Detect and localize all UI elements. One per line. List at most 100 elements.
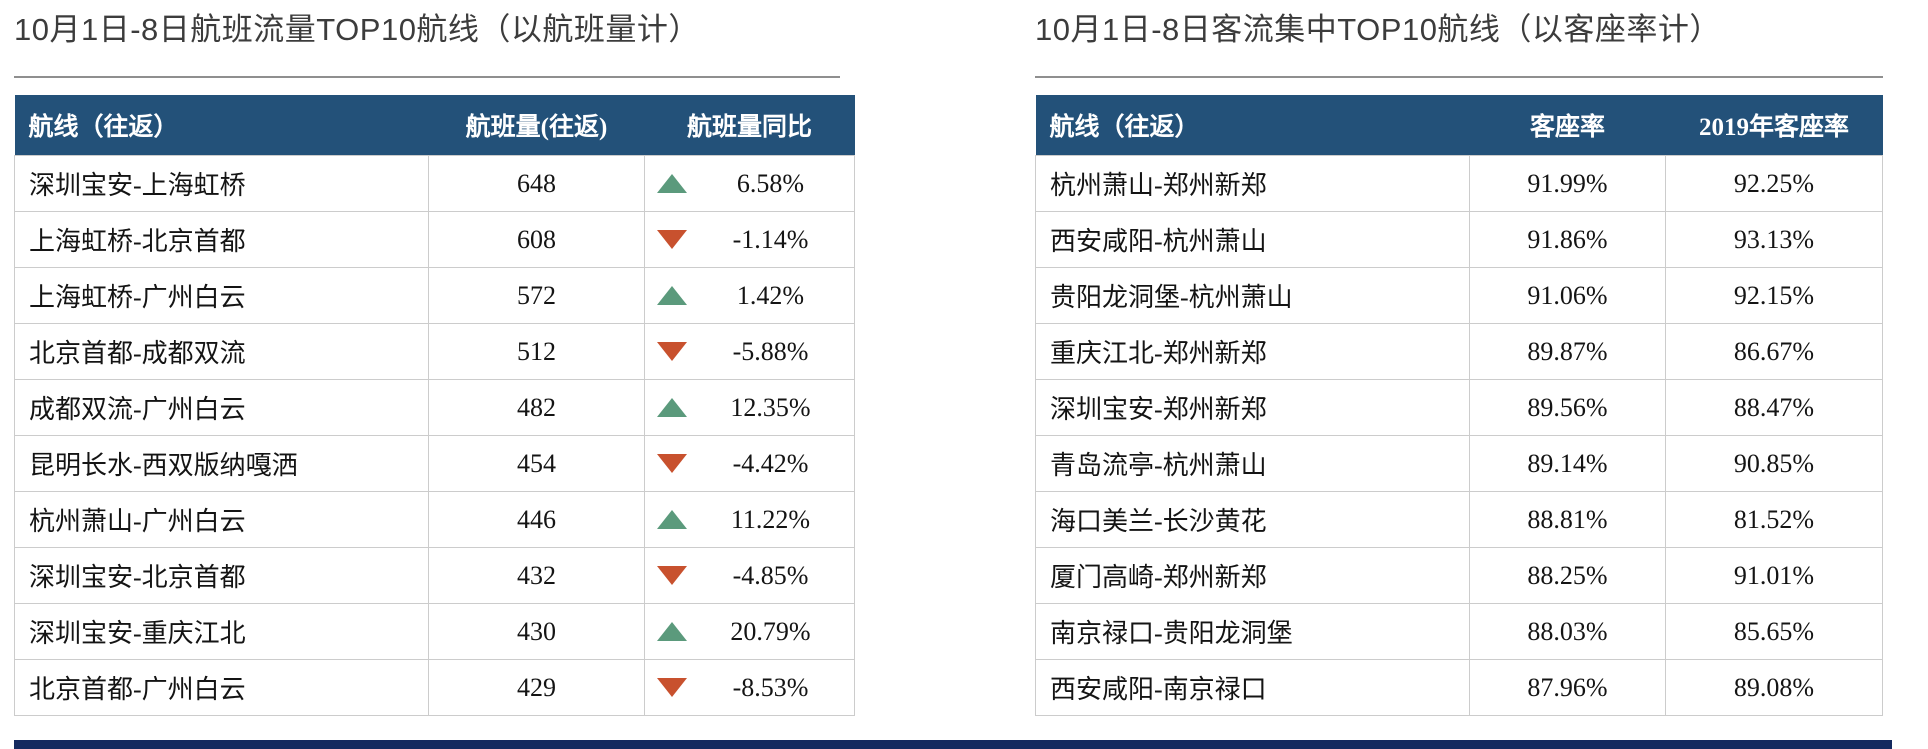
load-factor-2019-cell: 93.13%	[1665, 211, 1883, 268]
page-title-load-factor: 10月1日-8日客流集中TOP10航线（以客座率计）	[1035, 12, 1721, 47]
yoy-cell: 11.22%	[644, 491, 855, 548]
route-cell: 北京首都-广州白云	[14, 659, 429, 716]
title-underline	[1035, 76, 1883, 78]
load-factor-2019-cell: 92.25%	[1665, 155, 1883, 212]
load-factor-cell: 89.87%	[1469, 323, 1666, 380]
yoy-cell: -5.88%	[644, 323, 855, 380]
yoy-value: 11.22%	[730, 504, 811, 534]
load-factor-table: 航线（往返） 客座率 2019年客座率 杭州萧山-郑州新郑 91.99% 92.…	[1035, 95, 1883, 716]
load-factor-cell: 91.86%	[1469, 211, 1666, 268]
header-load-factor: 客座率	[1469, 95, 1666, 156]
flights-cell: 512	[428, 323, 645, 380]
table-row: 厦门高崎-郑州新郑 88.25% 91.01%	[1035, 547, 1883, 604]
route-cell: 重庆江北-郑州新郑	[1035, 323, 1470, 380]
header-yoy: 航班量同比	[644, 95, 855, 156]
load-factor-cell: 88.03%	[1469, 603, 1666, 660]
load-factor-2019-cell: 90.85%	[1665, 435, 1883, 492]
load-factor-2019-cell: 85.65%	[1665, 603, 1883, 660]
trend-icon	[657, 454, 687, 473]
flights-cell: 429	[428, 659, 645, 716]
load-factor-panel: 10月1日-8日客流集中TOP10航线（以客座率计） 航线（往返） 客座率 20…	[1035, 12, 1883, 716]
header-load-factor-2019: 2019年客座率	[1665, 95, 1883, 156]
table-row: 杭州萧山-郑州新郑 91.99% 92.25%	[1035, 155, 1883, 212]
yoy-cell: -4.85%	[644, 547, 855, 604]
flight-volume-panel: 10月1日-8日航班流量TOP10航线（以航班量计） 航线（往返） 航班量(往返…	[14, 12, 855, 716]
route-cell: 贵阳龙洞堡-杭州萧山	[1035, 267, 1470, 324]
load-factor-2019-cell: 88.47%	[1665, 379, 1883, 436]
yoy-cell: 20.79%	[644, 603, 855, 660]
load-factor-cell: 89.56%	[1469, 379, 1666, 436]
flights-cell: 432	[428, 547, 645, 604]
yoy-cell: 6.58%	[644, 155, 855, 212]
route-cell: 杭州萧山-郑州新郑	[1035, 155, 1470, 212]
yoy-value: 6.58%	[736, 168, 805, 198]
trend-icon	[657, 398, 687, 417]
yoy-cell: -4.42%	[644, 435, 855, 492]
route-cell: 南京禄口-贵阳龙洞堡	[1035, 603, 1470, 660]
table-header: 航线（往返） 航班量(往返) 航班量同比	[14, 95, 855, 156]
yoy-value: 1.42%	[736, 280, 805, 310]
flights-cell: 446	[428, 491, 645, 548]
table-row: 昆明长水-西双版纳嘎洒 454 -4.42%	[14, 435, 855, 492]
table-row: 西安咸阳-杭州萧山 91.86% 93.13%	[1035, 211, 1883, 268]
report-body: 10月1日-8日航班流量TOP10航线（以航班量计） 航线（往返） 航班量(往返…	[14, 12, 1883, 716]
trend-icon	[657, 678, 687, 697]
yoy-value: -5.88%	[732, 336, 809, 366]
table-row: 上海虹桥-北京首都 608 -1.14%	[14, 211, 855, 268]
header-row: 航线（往返） 客座率 2019年客座率	[1035, 95, 1883, 156]
load-factor-2019-cell: 81.52%	[1665, 491, 1883, 548]
yoy-value: 20.79%	[730, 616, 811, 646]
table-row: 成都双流-广州白云 482 12.35%	[14, 379, 855, 436]
route-cell: 上海虹桥-北京首都	[14, 211, 429, 268]
route-cell: 深圳宝安-重庆江北	[14, 603, 429, 660]
route-cell: 深圳宝安-郑州新郑	[1035, 379, 1470, 436]
load-factor-cell: 89.14%	[1469, 435, 1666, 492]
table-row: 海口美兰-长沙黄花 88.81% 81.52%	[1035, 491, 1883, 548]
trend-icon	[657, 510, 687, 529]
bottom-accent-bar	[14, 740, 1892, 749]
flights-cell: 430	[428, 603, 645, 660]
yoy-cell: -1.14%	[644, 211, 855, 268]
yoy-value: -4.42%	[732, 448, 809, 478]
table-row: 北京首都-成都双流 512 -5.88%	[14, 323, 855, 380]
trend-icon	[657, 566, 687, 585]
header-route: 航线（往返）	[14, 95, 429, 156]
flights-cell: 482	[428, 379, 645, 436]
table-row: 北京首都-广州白云 429 -8.53%	[14, 659, 855, 716]
trend-icon	[657, 174, 687, 193]
route-cell: 厦门高崎-郑州新郑	[1035, 547, 1470, 604]
table-row: 深圳宝安-北京首都 432 -4.85%	[14, 547, 855, 604]
trend-icon	[657, 286, 687, 305]
load-factor-2019-cell: 86.67%	[1665, 323, 1883, 380]
flights-cell: 572	[428, 267, 645, 324]
route-cell: 上海虹桥-广州白云	[14, 267, 429, 324]
yoy-value: 12.35%	[730, 392, 811, 422]
route-cell: 深圳宝安-北京首都	[14, 547, 429, 604]
flights-cell: 648	[428, 155, 645, 212]
yoy-value: -4.85%	[732, 560, 809, 590]
flights-cell: 608	[428, 211, 645, 268]
page-title-flight-volume: 10月1日-8日航班流量TOP10航线（以航班量计）	[14, 12, 700, 47]
route-cell: 西安咸阳-南京禄口	[1035, 659, 1470, 716]
load-factor-2019-cell: 89.08%	[1665, 659, 1883, 716]
load-factor-cell: 88.81%	[1469, 491, 1666, 548]
header-route: 航线（往返）	[1035, 95, 1470, 156]
load-factor-2019-cell: 91.01%	[1665, 547, 1883, 604]
table-row: 深圳宝安-上海虹桥 648 6.58%	[14, 155, 855, 212]
table-row: 西安咸阳-南京禄口 87.96% 89.08%	[1035, 659, 1883, 716]
load-factor-2019-cell: 92.15%	[1665, 267, 1883, 324]
flights-cell: 454	[428, 435, 645, 492]
yoy-value: -1.14%	[732, 224, 809, 254]
route-cell: 青岛流亭-杭州萧山	[1035, 435, 1470, 492]
header-flights: 航班量(往返)	[428, 95, 645, 156]
route-cell: 深圳宝安-上海虹桥	[14, 155, 429, 212]
load-factor-cell: 88.25%	[1469, 547, 1666, 604]
yoy-cell: 12.35%	[644, 379, 855, 436]
route-cell: 北京首都-成都双流	[14, 323, 429, 380]
table-row: 深圳宝安-重庆江北 430 20.79%	[14, 603, 855, 660]
load-factor-cell: 91.06%	[1469, 267, 1666, 324]
table-row: 深圳宝安-郑州新郑 89.56% 88.47%	[1035, 379, 1883, 436]
table-row: 青岛流亭-杭州萧山 89.14% 90.85%	[1035, 435, 1883, 492]
table-row: 南京禄口-贵阳龙洞堡 88.03% 85.65%	[1035, 603, 1883, 660]
flight-volume-table: 航线（往返） 航班量(往返) 航班量同比 深圳宝安-上海虹桥 648 6.58%…	[14, 95, 855, 716]
